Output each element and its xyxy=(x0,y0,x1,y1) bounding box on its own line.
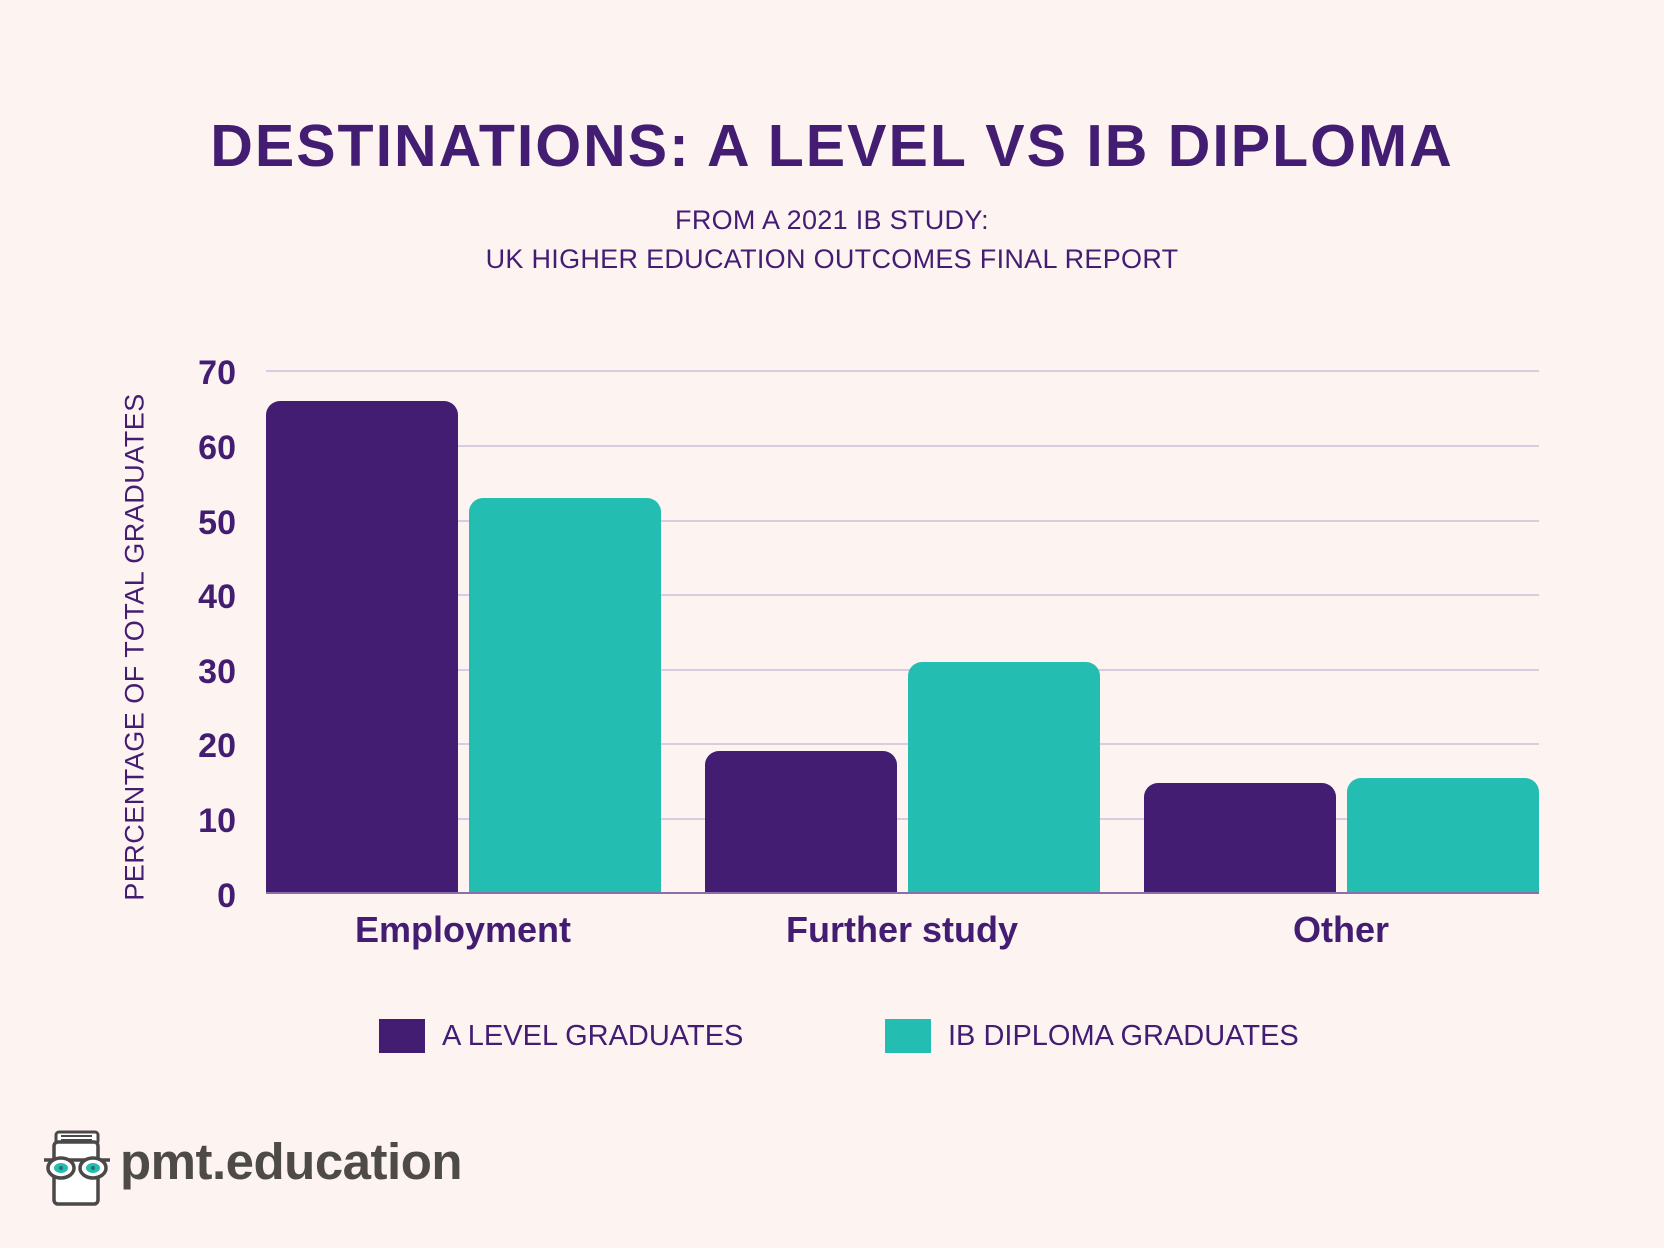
y-tick-0: 0 xyxy=(217,877,236,915)
x-category-further-study: Further study xyxy=(785,909,1018,950)
gridline-60 xyxy=(266,445,1539,447)
gridline-10 xyxy=(266,818,1539,820)
legend-swatch-ib-diploma xyxy=(885,1019,931,1053)
legend-label-a-level: A LEVEL GRADUATES xyxy=(442,1020,744,1052)
bar-employment-a-level xyxy=(266,401,458,893)
legend-swatch-a-level xyxy=(379,1019,425,1053)
bar-other-a-level xyxy=(1144,783,1336,893)
bar-further-study-a-level xyxy=(705,751,897,893)
y-tick-50: 50 xyxy=(198,504,236,542)
x-category-employment: Employment xyxy=(354,909,572,950)
brand-name: pmt.education xyxy=(120,1133,463,1190)
x-axis-line xyxy=(266,892,1539,894)
x-category-other: Other xyxy=(1292,909,1389,950)
legend-label-ib-diploma: IB DIPLOMA GRADUATES xyxy=(948,1020,1299,1052)
bar-other-ib-diploma xyxy=(1347,778,1539,893)
gridline-20 xyxy=(266,743,1539,745)
gridline-40 xyxy=(266,594,1539,596)
bar-further-study-ib-diploma xyxy=(908,662,1100,893)
y-tick-70: 70 xyxy=(198,354,236,392)
bar-employment-ib-diploma xyxy=(469,498,661,893)
gridline-30 xyxy=(266,669,1539,671)
chart-title: DESTINATIONS: A LEVEL VS IB DIPLOMA xyxy=(210,113,1454,179)
book-with-glasses-icon xyxy=(44,1130,110,1206)
chart-subtitle-line-1: FROM A 2021 IB STUDY: xyxy=(675,205,989,235)
chart-subtitle-line-2: UK HIGHER EDUCATION OUTCOMES FINAL REPOR… xyxy=(485,244,1179,274)
y-tick-20: 20 xyxy=(198,727,236,765)
y-tick-40: 40 xyxy=(198,578,236,616)
y-tick-30: 30 xyxy=(198,653,236,691)
y-tick-60: 60 xyxy=(198,429,236,467)
gridline-70 xyxy=(266,370,1539,372)
y-tick-10: 10 xyxy=(198,802,236,840)
gridline-50 xyxy=(266,520,1539,522)
